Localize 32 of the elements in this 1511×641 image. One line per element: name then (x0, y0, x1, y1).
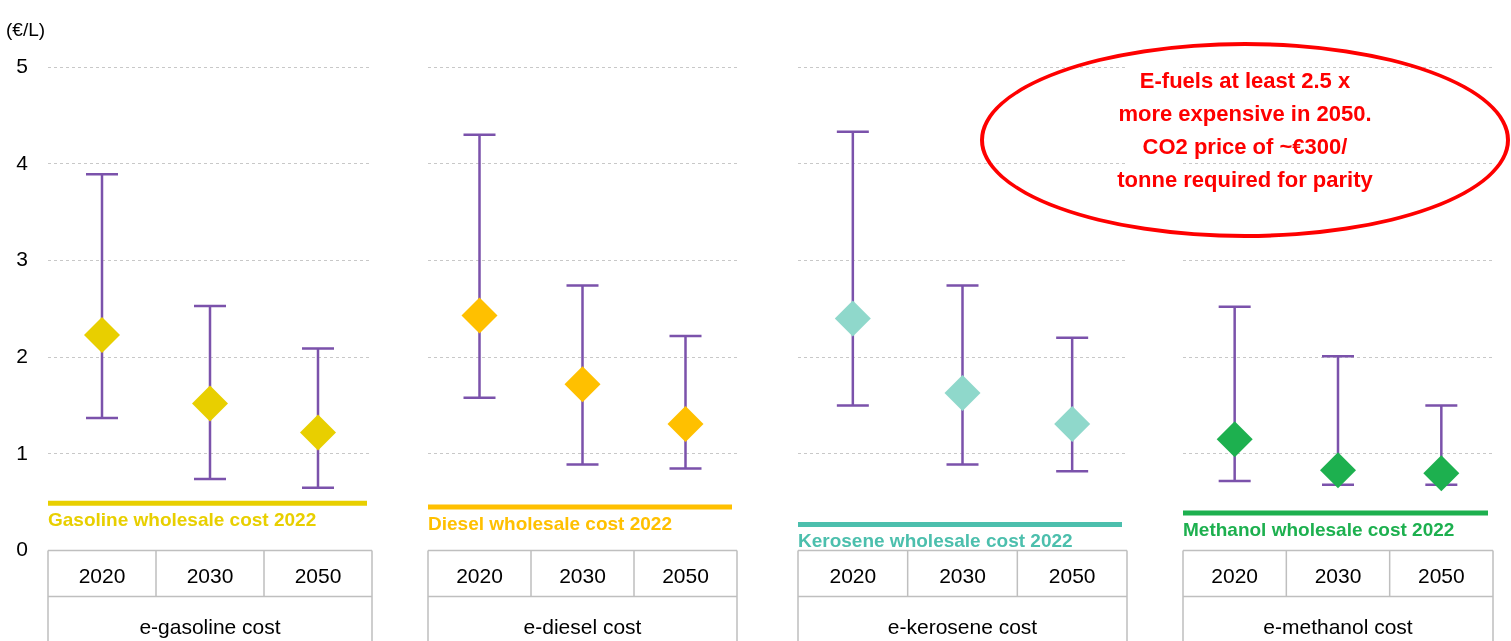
x-axis-title: e-gasoline cost (139, 615, 281, 639)
x-tick-label: 2030 (559, 564, 606, 587)
x-tick-label: 2020 (829, 564, 877, 587)
x-tick-label: 2020 (78, 564, 126, 587)
x-tick-label: 2030 (1314, 564, 1362, 587)
x-tick-label: 2030 (939, 564, 986, 587)
x-axis-title: e-kerosene cost (887, 615, 1038, 639)
x-tick-label: 2050 (1417, 564, 1465, 587)
ref-line-label: Methanol wholesale cost 2022 (1183, 518, 1455, 540)
ref-line-label: Diesel wholesale cost 2022 (428, 512, 672, 534)
y-tick-label: 0 (16, 537, 28, 561)
x-tick-label: 2050 (294, 564, 342, 587)
ref-line-label: Kerosene wholesale cost 2022 (798, 530, 1073, 552)
oval-callout: E-fuels at least 2.5 x more expensive in 2050. CO2 price of ~€300/ tonne required for parity (980, 42, 1510, 238)
x-tick-label: 2020 (1211, 564, 1259, 587)
y-tick-label: 3 (16, 247, 28, 271)
point (84, 316, 120, 353)
y-tick-label: 2 (16, 343, 28, 367)
point (192, 385, 228, 422)
x-tick-label: 2030 (186, 564, 234, 587)
annotation: E-fuels at least 2.5 x more expensive in 2050. CO2 price of ~€300/ tonne required for parity (1116, 67, 1374, 194)
ref-line-label: Gasoline wholesale cost 2022 (48, 508, 317, 530)
y-tick-label: 1 (16, 440, 28, 464)
x-tick-label: 2050 (1048, 564, 1096, 587)
x-axis-title: e-diesel cost (523, 615, 642, 639)
y-tick-label: 4 (16, 150, 29, 174)
y-tick-label: 5 (16, 53, 28, 77)
y-axis-title: (€/L) (6, 19, 46, 41)
x-tick-label: 2020 (456, 564, 503, 587)
point (300, 414, 336, 451)
x-tick-label: 2050 (662, 564, 709, 587)
x-axis-title: e-methanol cost (1263, 615, 1413, 639)
